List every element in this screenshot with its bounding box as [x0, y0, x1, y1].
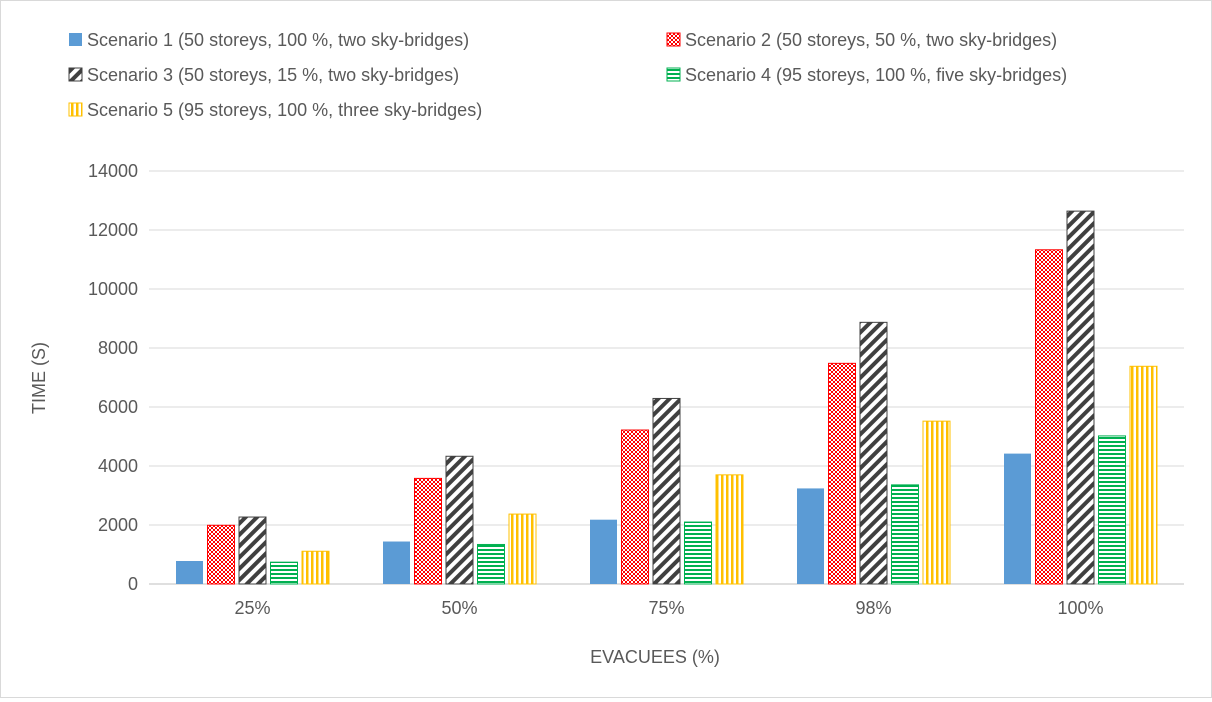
bar-series-5-98pct [922, 420, 951, 585]
y-tick-label: 2000 [98, 515, 138, 535]
bar-series-3-25pct [238, 516, 267, 585]
bar-series-4-100pct [1098, 435, 1126, 585]
legend-label-series-5: Scenario 5 (95 storeys, 100 %, three sky… [87, 100, 482, 120]
bar-series-2-25pct [207, 524, 235, 585]
y-tick-label: 0 [128, 574, 138, 594]
bar-series-2-75pct [621, 429, 649, 585]
bar-series-3-50pct [445, 455, 474, 585]
bar-series-3-75pct [652, 397, 681, 585]
bars [176, 210, 1158, 585]
bar-series-2-50pct [414, 477, 442, 585]
y-axis-title: TIME (S) [29, 342, 49, 414]
bar-series-1-98pct [797, 488, 824, 584]
y-tick-label: 6000 [98, 397, 138, 417]
bar-series-5-75pct [715, 474, 744, 585]
y-tick-label: 12000 [88, 220, 138, 240]
x-tick-label: 75% [648, 598, 684, 618]
x-tick-label: 100% [1057, 598, 1103, 618]
bar-series-4-50pct [477, 543, 505, 585]
bar-series-5-50pct [508, 513, 537, 585]
bar-series-1-25pct [176, 560, 203, 584]
x-tick-label: 50% [441, 598, 477, 618]
legend: Scenario 1 (50 storeys, 100 %, two sky-b… [68, 30, 1067, 120]
legend-label-series-3: Scenario 3 (50 storeys, 15 %, two sky-br… [87, 65, 459, 85]
y-tick-label: 8000 [98, 338, 138, 358]
y-tick-label: 14000 [88, 161, 138, 181]
bar-series-2-100pct [1035, 249, 1063, 585]
bar-series-2-98pct [828, 362, 856, 585]
y-tick-label: 4000 [98, 456, 138, 476]
x-axis-ticks: 25% 50% 75% 98% 100% [234, 598, 1103, 618]
bar-series-4-98pct [891, 484, 919, 585]
y-tick-label: 10000 [88, 279, 138, 299]
legend-swatch-series-3 [68, 67, 83, 82]
y-axis-ticks: 0 2000 4000 6000 8000 10000 12000 14000 [88, 161, 138, 594]
bar-series-1-100pct [1004, 453, 1031, 584]
legend-label-series-1: Scenario 1 (50 storeys, 100 %, two sky-b… [87, 30, 469, 50]
bar-series-5-25pct [301, 550, 330, 585]
legend-swatch-series-2 [666, 32, 681, 47]
bar-series-4-25pct [270, 561, 298, 585]
x-axis-title: EVACUEES (%) [590, 647, 720, 667]
legend-swatch-series-4 [666, 67, 681, 82]
bar-series-1-75pct [590, 519, 617, 584]
legend-label-series-4: Scenario 4 (95 storeys, 100 %, five sky-… [685, 65, 1067, 85]
x-tick-label: 98% [855, 598, 891, 618]
bar-series-1-50pct [383, 541, 410, 584]
bar-series-3-98pct [859, 321, 888, 585]
legend-label-series-2: Scenario 2 (50 storeys, 50 %, two sky-br… [685, 30, 1057, 50]
bar-series-5-100pct [1129, 365, 1158, 585]
legend-swatch-series-5 [68, 102, 83, 117]
x-tick-label: 25% [234, 598, 270, 618]
bar-series-4-75pct [684, 521, 712, 585]
bar-series-3-100pct [1066, 210, 1095, 585]
legend-swatch-series-1 [69, 33, 82, 46]
